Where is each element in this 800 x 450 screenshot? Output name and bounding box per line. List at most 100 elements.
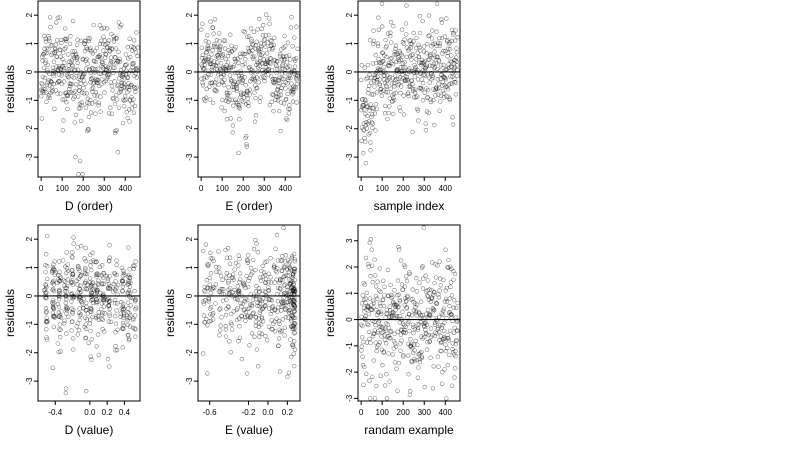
- data-point: [106, 38, 112, 43]
- data-point: [441, 62, 446, 68]
- data-point: [383, 328, 388, 333]
- data-point: [226, 48, 231, 53]
- data-point: [279, 328, 285, 334]
- data-point: [258, 41, 264, 46]
- data-point: [374, 90, 380, 95]
- data-point: [119, 265, 124, 270]
- data-point: [364, 76, 369, 82]
- data-point: [263, 299, 268, 305]
- data-point: [372, 79, 377, 84]
- x-tick-label: 300: [258, 184, 272, 193]
- data-point: [219, 79, 224, 84]
- data-point: [447, 328, 453, 334]
- data-point: [272, 35, 277, 41]
- data-point: [74, 42, 80, 47]
- data-point: [421, 80, 426, 86]
- data-point: [292, 296, 297, 301]
- data-point: [83, 105, 89, 110]
- data-point: [43, 36, 48, 42]
- data-point: [85, 61, 90, 66]
- data-point: [287, 307, 293, 312]
- data-point: [50, 365, 56, 370]
- data-point: [266, 67, 271, 72]
- data-point: [367, 108, 372, 113]
- data-point: [375, 43, 381, 49]
- data-point: [421, 276, 426, 281]
- data-point: [424, 347, 430, 352]
- data-point: [364, 126, 369, 131]
- data-point: [451, 277, 456, 283]
- data-point: [221, 72, 227, 78]
- data-point: [275, 98, 281, 103]
- data-point: [397, 75, 403, 80]
- data-point: [95, 332, 101, 337]
- data-point: [57, 291, 62, 296]
- data-point: [100, 317, 106, 322]
- data-point: [447, 97, 453, 103]
- data-point: [78, 273, 83, 278]
- y-tick-label: -1: [345, 96, 354, 104]
- data-point: [295, 74, 300, 79]
- data-point: [378, 289, 383, 295]
- data-point: [295, 46, 300, 51]
- data-point: [375, 330, 380, 336]
- x-tick-label: 400: [279, 184, 293, 193]
- x-tick-label: 0.2: [282, 408, 294, 417]
- data-point: [118, 311, 123, 316]
- data-point: [412, 90, 418, 95]
- data-point: [409, 57, 414, 62]
- data-point: [242, 75, 247, 80]
- data-point: [223, 334, 229, 339]
- data-point: [373, 322, 378, 328]
- data-point: [256, 364, 261, 369]
- data-point: [54, 20, 59, 25]
- data-point: [266, 280, 271, 285]
- data-point: [50, 305, 56, 310]
- data-point: [121, 81, 127, 86]
- data-point: [439, 35, 445, 41]
- data-point: [48, 78, 53, 84]
- data-point: [281, 225, 286, 230]
- data-point: [398, 108, 403, 114]
- data-point: [59, 40, 64, 46]
- data-point: [362, 364, 367, 370]
- data-point: [239, 314, 244, 319]
- data-point: [75, 263, 81, 269]
- data-point: [387, 74, 393, 80]
- data-point: [278, 51, 283, 57]
- data-point: [45, 95, 51, 100]
- data-point: [77, 286, 82, 291]
- data-point: [393, 90, 398, 96]
- data-point: [104, 44, 110, 50]
- data-point: [45, 62, 51, 68]
- data-point: [277, 286, 283, 291]
- data-point: [414, 302, 420, 307]
- data-point: [127, 97, 133, 102]
- data-point: [131, 263, 136, 268]
- data-point: [64, 305, 70, 310]
- data-point: [387, 304, 392, 309]
- data-point: [103, 51, 108, 57]
- data-point: [282, 264, 288, 269]
- data-point: [453, 58, 458, 63]
- data-point: [51, 314, 57, 319]
- data-point: [257, 321, 262, 326]
- data-point: [132, 103, 138, 109]
- data-point: [290, 44, 295, 49]
- data-point: [441, 335, 446, 340]
- data-point: [373, 52, 378, 58]
- data-point: [380, 363, 385, 368]
- data-point: [276, 78, 281, 83]
- data-point: [397, 105, 402, 110]
- data-point: [266, 32, 272, 38]
- data-point: [269, 305, 275, 310]
- data-point: [408, 388, 413, 394]
- data-point: [128, 313, 133, 318]
- data-point: [404, 305, 409, 310]
- data-point: [256, 324, 261, 329]
- data-point: [437, 41, 443, 46]
- data-point: [108, 319, 114, 325]
- data-point: [448, 74, 453, 79]
- data-point: [106, 319, 111, 324]
